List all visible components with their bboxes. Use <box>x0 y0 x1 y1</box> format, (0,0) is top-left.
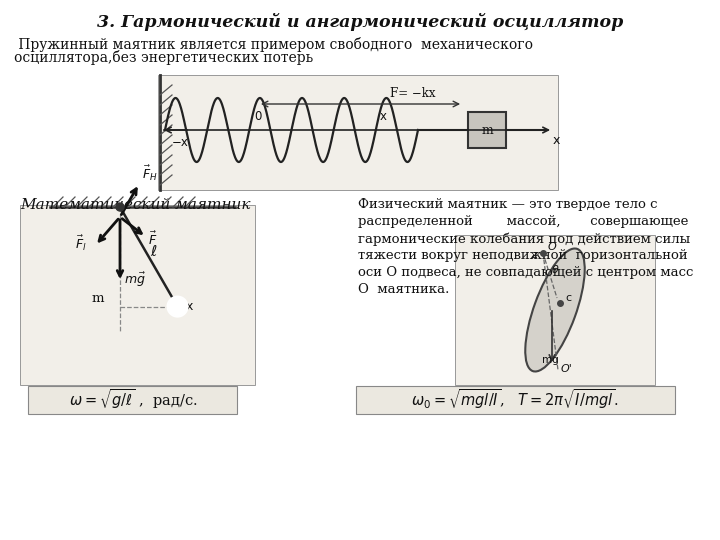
Text: О  маятника.: О маятника. <box>358 283 449 296</box>
Text: F= −kx: F= −kx <box>390 87 436 100</box>
Text: x: x <box>552 133 559 146</box>
Text: −x: −x <box>171 136 189 148</box>
Text: $\omega = \sqrt{g/\ell}$ ,  рад/с.: $\omega = \sqrt{g/\ell}$ , рад/с. <box>68 387 197 411</box>
Text: гармонические колебания под действием силы: гармонические колебания под действием си… <box>358 232 690 246</box>
Text: m: m <box>91 292 104 305</box>
Text: O': O' <box>561 364 572 374</box>
Text: m: m <box>481 124 493 137</box>
Text: $\vec{F}_H$: $\vec{F}_H$ <box>143 164 158 183</box>
Text: mg: mg <box>542 355 559 365</box>
FancyBboxPatch shape <box>20 205 255 385</box>
Text: x: x <box>186 300 193 313</box>
Text: c: c <box>565 293 571 303</box>
FancyBboxPatch shape <box>356 386 675 414</box>
FancyBboxPatch shape <box>468 112 506 148</box>
Text: $\vec{F}$: $\vec{F}$ <box>148 231 158 248</box>
Circle shape <box>168 296 187 316</box>
Text: $\ell$: $\ell$ <box>150 244 158 259</box>
Text: 0: 0 <box>254 110 261 123</box>
Text: 3. Гармонический и ангармонический осциллятор: 3. Гармонический и ангармонический осцил… <box>97 13 623 31</box>
Text: Физический маятник — это твердое тело с: Физический маятник — это твердое тело с <box>358 198 657 211</box>
FancyBboxPatch shape <box>158 75 558 190</box>
Text: тяжести вокруг неподвижной  горизонтальной: тяжести вокруг неподвижной горизонтально… <box>358 249 688 262</box>
Text: $\omega_0 = \sqrt{mgl/I}$,   $T = 2\pi\sqrt{I/mgl}$.: $\omega_0 = \sqrt{mgl/I}$, $T = 2\pi\sqr… <box>411 387 619 411</box>
Text: Пружинный маятник является примером свободного  механического: Пружинный маятник является примером своб… <box>14 37 533 52</box>
Text: O: O <box>548 242 557 252</box>
Circle shape <box>116 203 124 211</box>
Text: x: x <box>379 110 387 123</box>
Text: z: z <box>531 250 537 260</box>
FancyBboxPatch shape <box>28 386 237 414</box>
Text: оси О подвеса, не совпадающей с центром масс: оси О подвеса, не совпадающей с центром … <box>358 266 693 279</box>
Text: $m\vec{g}$: $m\vec{g}$ <box>124 271 145 289</box>
Text: $\theta$: $\theta$ <box>551 263 559 275</box>
Ellipse shape <box>526 248 585 372</box>
FancyBboxPatch shape <box>455 235 655 385</box>
Text: $\vec{F}_l$: $\vec{F}_l$ <box>76 233 87 253</box>
Text: Математический маятник: Математический маятник <box>20 198 251 212</box>
Text: осциллятора,без энергетических потерь: осциллятора,без энергетических потерь <box>14 50 313 65</box>
Text: распределенной        массой,       совершающее: распределенной массой, совершающее <box>358 215 688 228</box>
